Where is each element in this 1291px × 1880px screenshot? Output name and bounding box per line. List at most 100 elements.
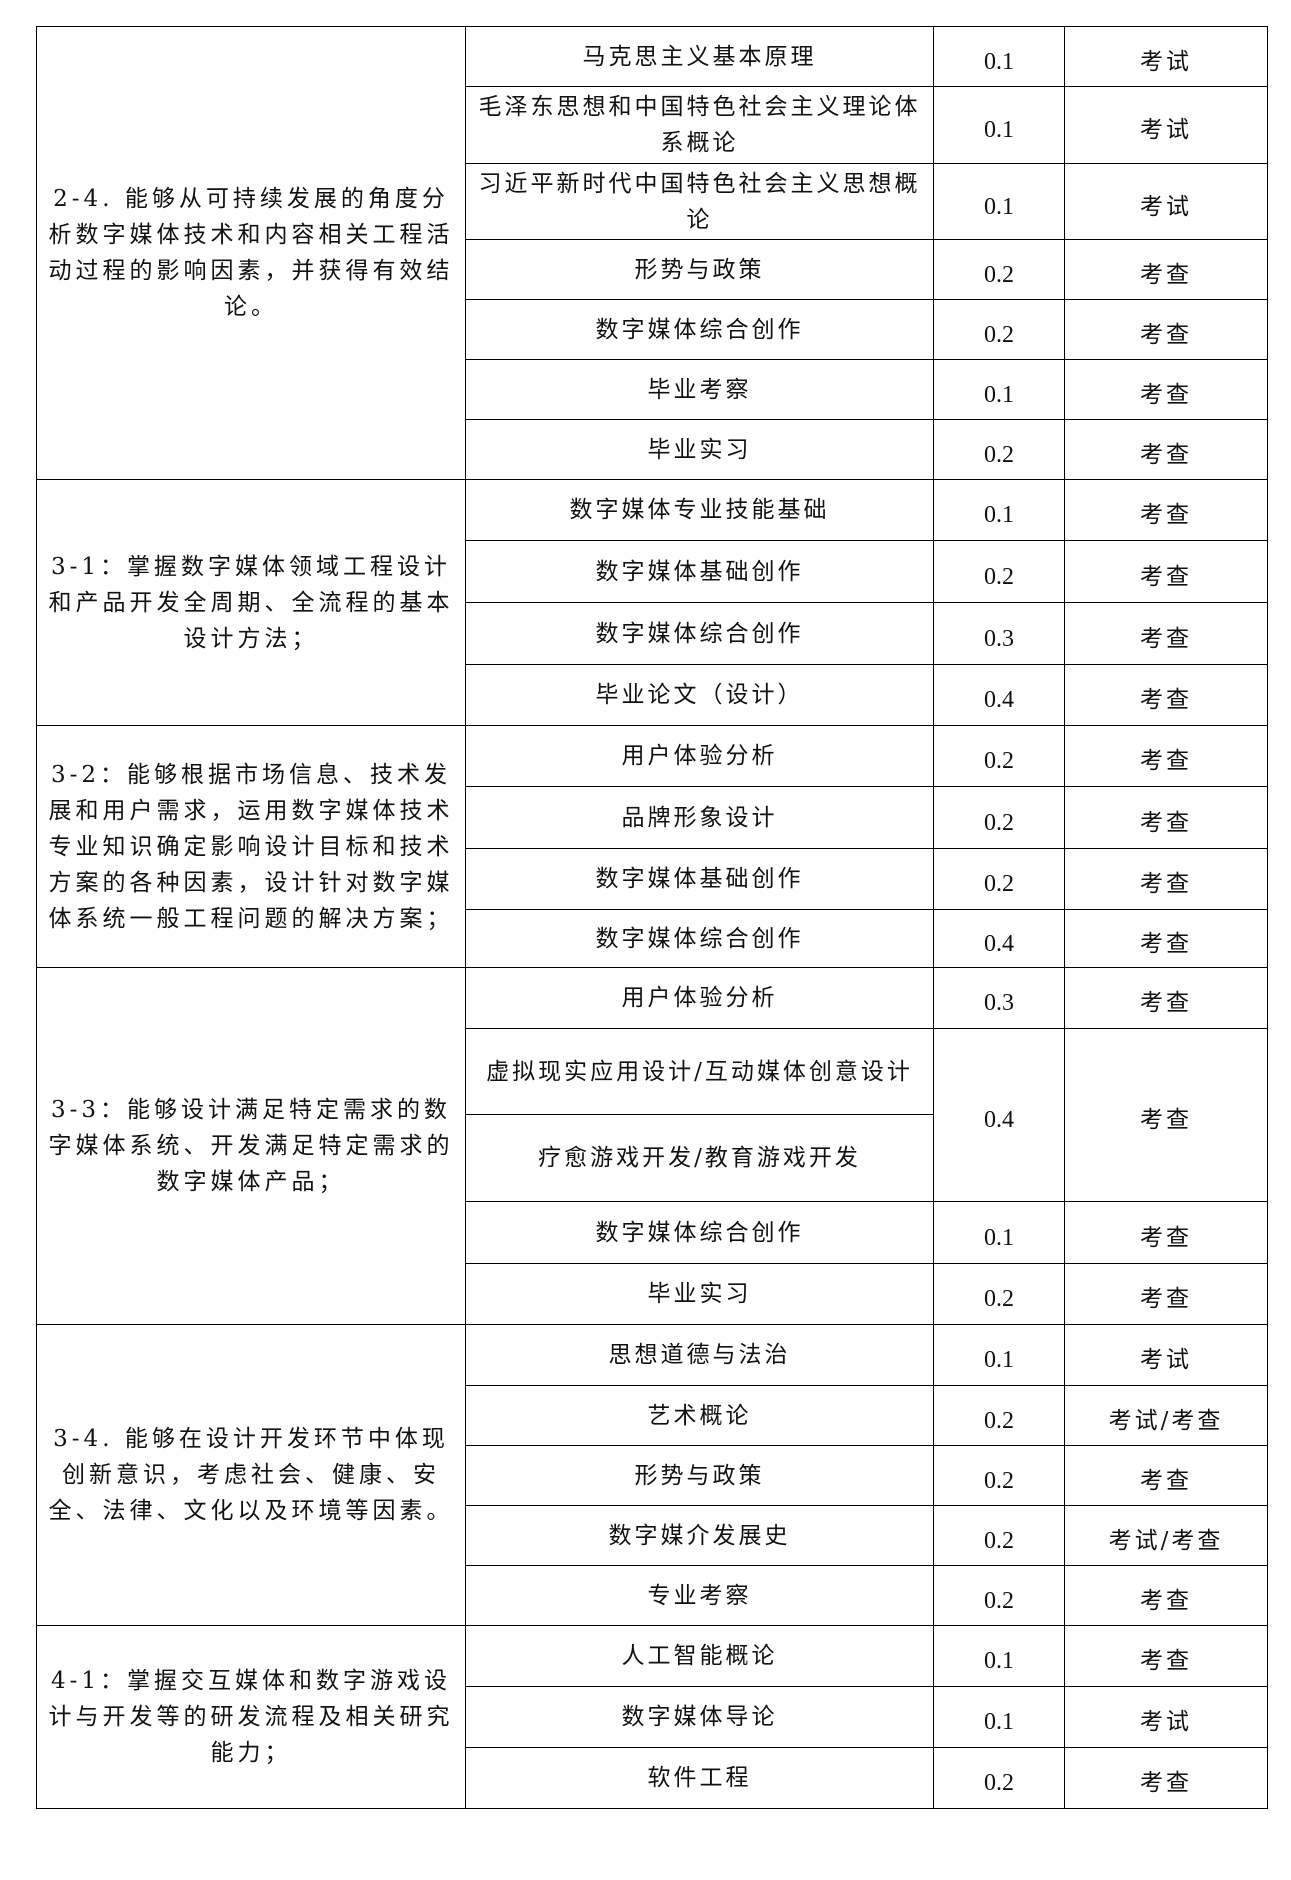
course-cell: 数字媒体综合创作: [465, 1201, 934, 1264]
assessment-method-cell: 考试: [1064, 26, 1268, 87]
course-cell: 品牌形象设计: [465, 786, 934, 849]
assessment-method-cell: 考查: [1064, 299, 1268, 360]
assessment-method-cell: 考查: [1064, 602, 1268, 665]
table-row: 数字媒体综合创作 0.4 考查: [37, 909, 1268, 968]
assessment-method-cell: 考查: [1064, 1445, 1268, 1506]
weight-cell: 0.1: [933, 163, 1065, 240]
indicator-cell: 4-1：掌握交互媒体和数字游戏设计与开发等的研发流程及相关研究能力；: [36, 1625, 466, 1809]
assessment-method-cell: 考查: [1064, 540, 1268, 603]
table-row: 3-3：能够设计满足特定需求的数字媒体系统、开发满足特定需求的数字媒体产品； 用户…: [36, 967, 1268, 1325]
course-cell: 毕业考察: [465, 359, 934, 420]
course-cell: 数字媒体综合创作: [465, 299, 934, 360]
assessment-method-cell: 考试: [1064, 1324, 1268, 1386]
weight-cell: 0.2: [933, 419, 1065, 480]
indicator-cell: 3-3：能够设计满足特定需求的数字媒体系统、开发满足特定需求的数字媒体产品；: [36, 967, 466, 1325]
table-body: 2-4. 能够从可持续发展的角度分析数字媒体技术和内容相关工程活动过程的影响因素…: [36, 26, 1268, 1809]
course-cell: 数字媒体综合创作: [465, 909, 934, 968]
course-cell: 形势与政策: [465, 1445, 934, 1506]
course-cell: 形势与政策: [465, 239, 934, 300]
assessment-method-cell: 考查: [1064, 419, 1268, 480]
weight-cell: 0.1: [933, 86, 1065, 164]
course-cell: 专业考察: [465, 1565, 934, 1626]
table-row: 软件工程 0.2 考查: [37, 1747, 1268, 1809]
table-row: 毕业实习 0.2 考查: [37, 419, 1268, 480]
table-row: 数字媒体基础创作 0.2 考查: [37, 848, 1268, 910]
weight-cell: 0.2: [933, 1445, 1065, 1506]
assessment-method-cell: 考查: [1064, 359, 1268, 420]
weight-cell: 0.2: [933, 299, 1065, 360]
table-row: 专业考察 0.2 考查: [37, 1565, 1268, 1626]
course-cell: 艺术概论: [465, 1385, 934, 1446]
table-row: 3-4. 能够在设计开发环节中体现创新意识，考虑社会、健康、安全、法律、文化以及…: [36, 1324, 1268, 1626]
weight-cell: 0.2: [933, 239, 1065, 300]
weight-cell: 0.1: [933, 26, 1065, 87]
weight-cell: 0.2: [933, 1565, 1065, 1626]
assessment-method-cell: 考试/考查: [1064, 1385, 1268, 1446]
assessment-method-cell: 考试: [1064, 163, 1268, 240]
assessment-method-cell: 考查: [1064, 1201, 1268, 1264]
assessment-method-cell: 考查: [1064, 1263, 1268, 1325]
course-cell: 毛泽东思想和中国特色社会主义理论体系概论: [465, 86, 934, 164]
indicator-course-table: 2-4. 能够从可持续发展的角度分析数字媒体技术和内容相关工程活动过程的影响因素…: [36, 26, 1268, 1809]
course-cell: 习近平新时代中国特色社会主义思想概论: [465, 163, 934, 240]
table-row: 形势与政策 0.2 考查: [37, 1445, 1268, 1506]
course-cell: 用户体验分析: [465, 725, 934, 787]
weight-cell: 0.2: [933, 725, 1065, 787]
assessment-method-cell: 考试: [1064, 1686, 1268, 1748]
table-row: 品牌形象设计 0.2 考查: [37, 786, 1268, 849]
course-cell: 毕业实习: [465, 419, 934, 480]
table-row: 数字媒体综合创作 0.3 考查: [37, 602, 1268, 665]
assessment-method-cell: 考查: [1064, 909, 1268, 968]
assessment-method-cell: 考查: [1064, 1625, 1268, 1687]
weight-cell: 0.1: [933, 1625, 1065, 1687]
indicator-cell: 3-2：能够根据市场信息、技术发展和用户需求，运用数字媒体技术专业知识确定影响设…: [36, 725, 466, 968]
course-cell: 数字媒体导论: [465, 1686, 934, 1748]
assessment-method-cell: 考试: [1064, 86, 1268, 164]
course-cell: 虚拟现实应用设计/互动媒体创意设计: [465, 1028, 934, 1115]
indicator-cell: 2-4. 能够从可持续发展的角度分析数字媒体技术和内容相关工程活动过程的影响因素…: [36, 26, 466, 480]
assessment-method-cell: 考查: [1064, 479, 1268, 541]
table-row: 形势与政策 0.2 考查: [37, 239, 1268, 300]
course-cell: 软件工程: [465, 1747, 934, 1809]
assessment-method-cell: 考查: [1064, 725, 1268, 787]
table-row: 数字媒体综合创作 0.1 考查: [37, 1201, 1268, 1264]
weight-cell: 0.4: [933, 1028, 1065, 1202]
weight-cell: 0.2: [933, 848, 1065, 910]
weight-cell: 0.4: [933, 909, 1065, 968]
weight-cell: 0.1: [933, 359, 1065, 420]
weight-cell: 0.2: [933, 1747, 1065, 1809]
table-row: 习近平新时代中国特色社会主义思想概论 0.1 考试: [37, 163, 1268, 240]
course-cell: 毕业论文（设计）: [465, 664, 934, 726]
course-cell: 用户体验分析: [465, 967, 934, 1029]
assessment-method-cell: 考查: [1064, 664, 1268, 726]
indicator-cell: 3-1：掌握数字媒体领域工程设计和产品开发全周期、全流程的基本设计方法；: [36, 479, 466, 726]
weight-cell: 0.3: [933, 602, 1065, 665]
table-row: 毛泽东思想和中国特色社会主义理论体系概论 0.1 考试: [37, 86, 1268, 164]
course-cell: 数字媒介发展史: [465, 1505, 934, 1566]
course-cell: 数字媒体基础创作: [465, 540, 934, 603]
weight-cell: 0.4: [933, 664, 1065, 726]
course-cell: 人工智能概论: [465, 1625, 934, 1687]
assessment-method-cell: 考查: [1064, 967, 1268, 1029]
table-row: 3-2：能够根据市场信息、技术发展和用户需求，运用数字媒体技术专业知识确定影响设…: [36, 725, 1268, 968]
weight-cell: 0.1: [933, 1324, 1065, 1386]
table-row: 疗愈游戏开发/教育游戏开发: [37, 1114, 1268, 1202]
weight-cell: 0.2: [933, 786, 1065, 849]
table-row: 虚拟现实应用设计/互动媒体创意设计 0.4 考查: [37, 1028, 1268, 1202]
weight-cell: 0.1: [933, 1686, 1065, 1748]
table-row: 毕业考察 0.1 考查: [37, 359, 1268, 420]
weight-cell: 0.1: [933, 479, 1065, 541]
assessment-method-cell: 考查: [1064, 848, 1268, 910]
course-cell: 数字媒体专业技能基础: [465, 479, 934, 541]
assessment-method-cell: 考试/考查: [1064, 1505, 1268, 1566]
table-row: 4-1：掌握交互媒体和数字游戏设计与开发等的研发流程及相关研究能力； 人工智能概论…: [36, 1625, 1268, 1809]
course-cell: 数字媒体基础创作: [465, 848, 934, 910]
course-cell: 思想道德与法治: [465, 1324, 934, 1386]
table-row: 3-1：掌握数字媒体领域工程设计和产品开发全周期、全流程的基本设计方法； 数字媒体…: [36, 479, 1268, 726]
assessment-method-cell: 考查: [1064, 1747, 1268, 1809]
weight-cell: 0.2: [933, 1505, 1065, 1566]
weight-cell: 0.1: [933, 1201, 1065, 1264]
assessment-method-cell: 考查: [1064, 786, 1268, 849]
weight-cell: 0.2: [933, 1263, 1065, 1325]
course-cell: 毕业实习: [465, 1263, 934, 1325]
